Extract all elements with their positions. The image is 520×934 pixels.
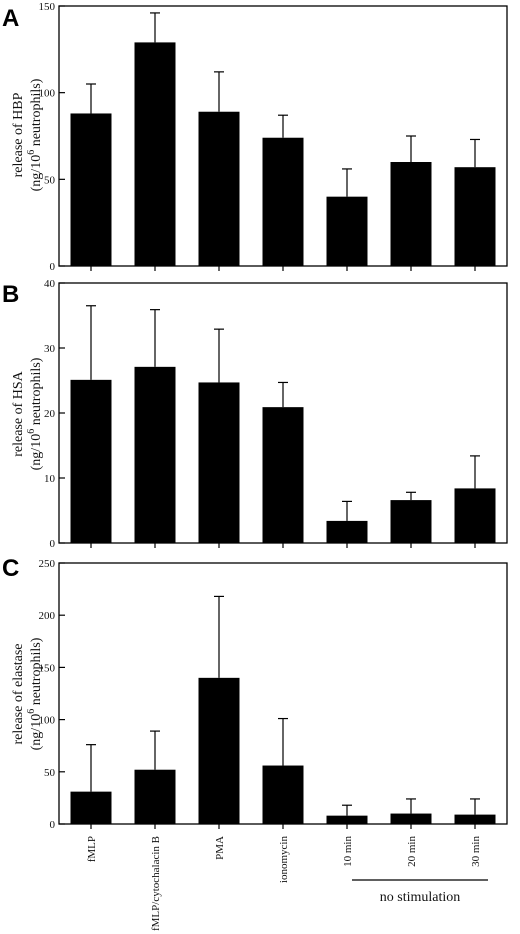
bar-a-5: [390, 162, 432, 266]
bar-c-6: [454, 814, 496, 824]
no-stimulation-label: no stimulation: [380, 890, 461, 905]
y-axis-label-a-line1: release of HBP: [11, 92, 26, 177]
x-category-label-1: fMLP/cytochalacin B: [150, 836, 162, 931]
x-category-label-2: PMA: [214, 836, 226, 860]
y-tick-label-b-4: 40: [44, 278, 56, 290]
bar-a-0: [70, 113, 112, 266]
bar-b-1: [134, 366, 176, 543]
y-tick-label-b-1: 10: [44, 473, 56, 485]
x-category-labels: fMLP fMLP/cytochalacin B PMA ionomycin 10 mi…: [86, 836, 482, 932]
y-tick-label-b-0: 0: [50, 538, 56, 550]
plot-frame-c: [58, 562, 508, 825]
y-tick-label-a-2: 100: [39, 88, 56, 100]
y-tick-label-c-2: 100: [39, 715, 56, 727]
panel-a: A release of HBP (ng/106 neutrophils) 0 5…: [2, 1, 508, 273]
x-ticks-b: [90, 543, 476, 548]
bar-b-4: [326, 520, 368, 543]
y-axis-label-a: release of HBP: [11, 92, 26, 177]
bar-b-2: [198, 382, 240, 543]
y-tick-label-c-5: 250: [39, 558, 56, 570]
y-tick-label-c-0: 0: [50, 819, 56, 831]
bar-c-1: [134, 769, 176, 824]
x-category-label-6: 30 min: [470, 836, 482, 867]
bar-a-6: [454, 167, 496, 266]
y-tick-label-c-1: 50: [44, 767, 56, 779]
bar-c-2: [198, 677, 240, 824]
bar-a-4: [326, 196, 368, 266]
bar-a-2: [198, 111, 240, 266]
bar-b-3: [262, 407, 304, 543]
y-axis-units-b-suffix: neutrophils): [29, 357, 44, 428]
y-axis-units-c-sup: 6: [26, 709, 37, 714]
y-axis-units-b-sup: 6: [26, 429, 37, 434]
x-category-label-0: fMLP: [86, 836, 98, 862]
plot-frame-b: [58, 282, 508, 544]
y-tick-label-a-0: 0: [50, 261, 56, 273]
y-axis-units-a-sup: 6: [26, 150, 37, 155]
y-tick-label-a-3: 150: [39, 1, 56, 13]
panel-b: B release of HSA (ng/106 neutrophils) 0 1…: [2, 278, 508, 550]
x-category-label-3: ionomycin: [278, 836, 290, 884]
bars-c: [70, 595, 496, 824]
x-category-label-5: 20 min: [406, 836, 418, 867]
y-axis-units-a-suffix: neutrophils): [29, 78, 44, 149]
panel-c: C release of elastase (ng/106 neutrophil…: [2, 555, 508, 932]
x-ticks-c: [90, 824, 476, 829]
bar-a-1: [134, 42, 176, 267]
x-category-label-4: 10 min: [342, 836, 354, 867]
y-tick-label-c-4: 200: [39, 610, 56, 622]
y-tick-label-b-3: 30: [44, 343, 56, 355]
y-ticks-c: 0 50 100 150 200 250: [39, 558, 65, 831]
y-axis-units-c-suffix: neutrophils): [29, 637, 44, 708]
y-axis-label-a-units: (ng/106 neutrophils): [26, 78, 44, 191]
y-axis-units-c-prefix: (ng/10: [29, 714, 44, 751]
y-axis-label-b-line1: release of HSA: [11, 370, 26, 456]
bar-c-4: [326, 815, 368, 824]
panel-label-c: C: [2, 555, 19, 582]
bars-b: [70, 305, 496, 543]
y-axis-label-c-units: (ng/106 neutrophils): [26, 637, 44, 750]
x-ticks-a: [90, 266, 476, 271]
y-axis-label-c: release of elastase: [11, 643, 26, 744]
y-ticks-a: 0 50 100 150: [39, 1, 65, 273]
y-tick-label-b-2: 20: [44, 408, 56, 420]
y-axis-label-b-units: (ng/106 neutrophils): [26, 357, 44, 470]
bar-c-0: [70, 791, 112, 824]
bars-a: [70, 12, 496, 267]
bar-b-6: [454, 488, 496, 543]
y-axis-units-a-prefix: (ng/10: [29, 155, 44, 192]
bar-b-0: [70, 379, 112, 543]
y-axis-label-c-line1: release of elastase: [11, 643, 26, 744]
bar-c-3: [262, 765, 304, 824]
panel-label-b: B: [2, 281, 19, 308]
y-tick-label-a-1: 50: [44, 174, 56, 186]
y-axis-label-b: release of HSA: [11, 370, 26, 456]
bar-a-3: [262, 137, 304, 266]
bar-b-5: [390, 500, 432, 543]
plot-frame-a: [58, 5, 508, 267]
y-tick-label-c-3: 150: [39, 662, 56, 674]
y-axis-units-b-prefix: (ng/10: [29, 434, 44, 471]
panel-label-a: A: [2, 5, 19, 32]
bar-c-5: [390, 813, 432, 824]
y-ticks-b: 0 10 20 30 40: [44, 278, 65, 550]
